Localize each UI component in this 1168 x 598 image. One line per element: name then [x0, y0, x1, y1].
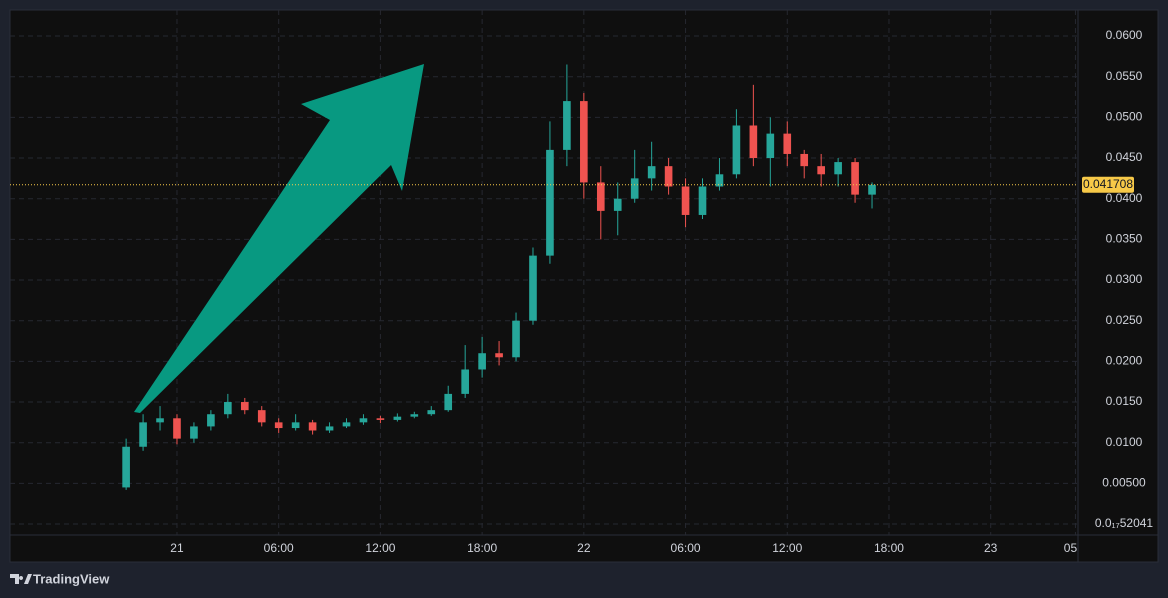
candle-body [376, 418, 385, 420]
grid [10, 10, 1078, 535]
candle-body [122, 446, 130, 488]
x-tick-label: 06:00 [264, 541, 294, 555]
x-tick-label: 22 [577, 541, 591, 555]
candle-body [139, 422, 147, 447]
candle-body [766, 133, 775, 159]
watermark: TradingView [33, 571, 110, 586]
candle-body [749, 125, 758, 159]
candle-body [156, 418, 164, 423]
candle-body [207, 414, 215, 427]
candle-body [393, 416, 402, 420]
x-tick-label: 18:00 [467, 541, 497, 555]
x-tick-label: 18:00 [874, 541, 904, 555]
y-tick-label: 0.0500 [1106, 110, 1143, 124]
candle-body [868, 184, 876, 195]
candle-body [325, 426, 334, 431]
candle-body [580, 101, 588, 183]
y-tick-label: 0.0600 [1106, 28, 1143, 42]
y-tick-label: 0.0150 [1106, 394, 1143, 408]
candle-body [427, 410, 436, 415]
candle-body [834, 162, 842, 175]
candle-body [190, 426, 198, 439]
candle-body [563, 101, 571, 150]
y-tick-label: 0.0250 [1106, 313, 1143, 327]
candle-body [512, 320, 520, 358]
last-price-label: 0.041708 [1083, 177, 1133, 191]
candle-body [495, 353, 503, 358]
candle-body [546, 149, 554, 256]
x-tick-label: 06:00 [671, 541, 701, 555]
candle-body [681, 186, 690, 215]
candle-body [461, 369, 469, 394]
candle-body [613, 198, 622, 211]
candle-body [851, 162, 859, 195]
candle-body [359, 418, 368, 423]
candle-body [529, 255, 537, 321]
x-tick-label: 12:00 [772, 541, 802, 555]
candle-body [274, 422, 283, 429]
x-tick-label: 21 [170, 541, 184, 555]
candle-body [308, 422, 317, 431]
logo [10, 574, 32, 584]
arrow [134, 64, 424, 413]
candle-body [732, 125, 741, 175]
x-tick-label: 23 [984, 541, 998, 555]
y-tick-label: 0.0300 [1106, 272, 1143, 286]
candle-body [173, 418, 181, 439]
candle-body [410, 414, 419, 417]
candle-body [715, 174, 724, 187]
candle-body [800, 153, 809, 167]
x-tick-label: 05:0 [1064, 541, 1088, 555]
candle-body [698, 186, 707, 215]
y-tick-label: 0.00500 [1102, 476, 1146, 490]
x-tick-labels: 21 06:00 12:00 18:00 22 06:00 12:00 18:00 23 05:0 [170, 541, 1088, 555]
candle-body [291, 422, 300, 429]
y-tick-label: 0.0550 [1106, 69, 1143, 83]
candle-body [596, 182, 605, 211]
candle-body [647, 166, 656, 179]
candle-body [630, 178, 639, 199]
y-tick-label: 0.0400 [1106, 191, 1143, 205]
y-tick-label: 0.0200 [1106, 354, 1143, 368]
axes: 0.0₁₇52041 0.00500 0.0100 0.0150 0.0200 0.025… [10, 28, 1153, 555]
candle-body [444, 393, 453, 411]
candle-body [817, 166, 825, 175]
candle-body [257, 410, 266, 423]
y-tick-label: 0.0450 [1106, 150, 1143, 164]
candle-body [342, 422, 351, 427]
y-tick-label: 0.0100 [1106, 435, 1143, 449]
last-price-badge [1082, 176, 1134, 193]
y-tick-label: 0.0350 [1106, 232, 1143, 246]
candle-body [224, 402, 232, 415]
candle-body [240, 402, 249, 411]
candle-body [664, 166, 673, 187]
y-tick-label: 0.0₁₇52041 [1095, 516, 1154, 530]
candles [122, 64, 876, 490]
x-tick-label: 12:00 [365, 541, 395, 555]
candle-body [478, 353, 486, 370]
candle-body [783, 133, 792, 154]
